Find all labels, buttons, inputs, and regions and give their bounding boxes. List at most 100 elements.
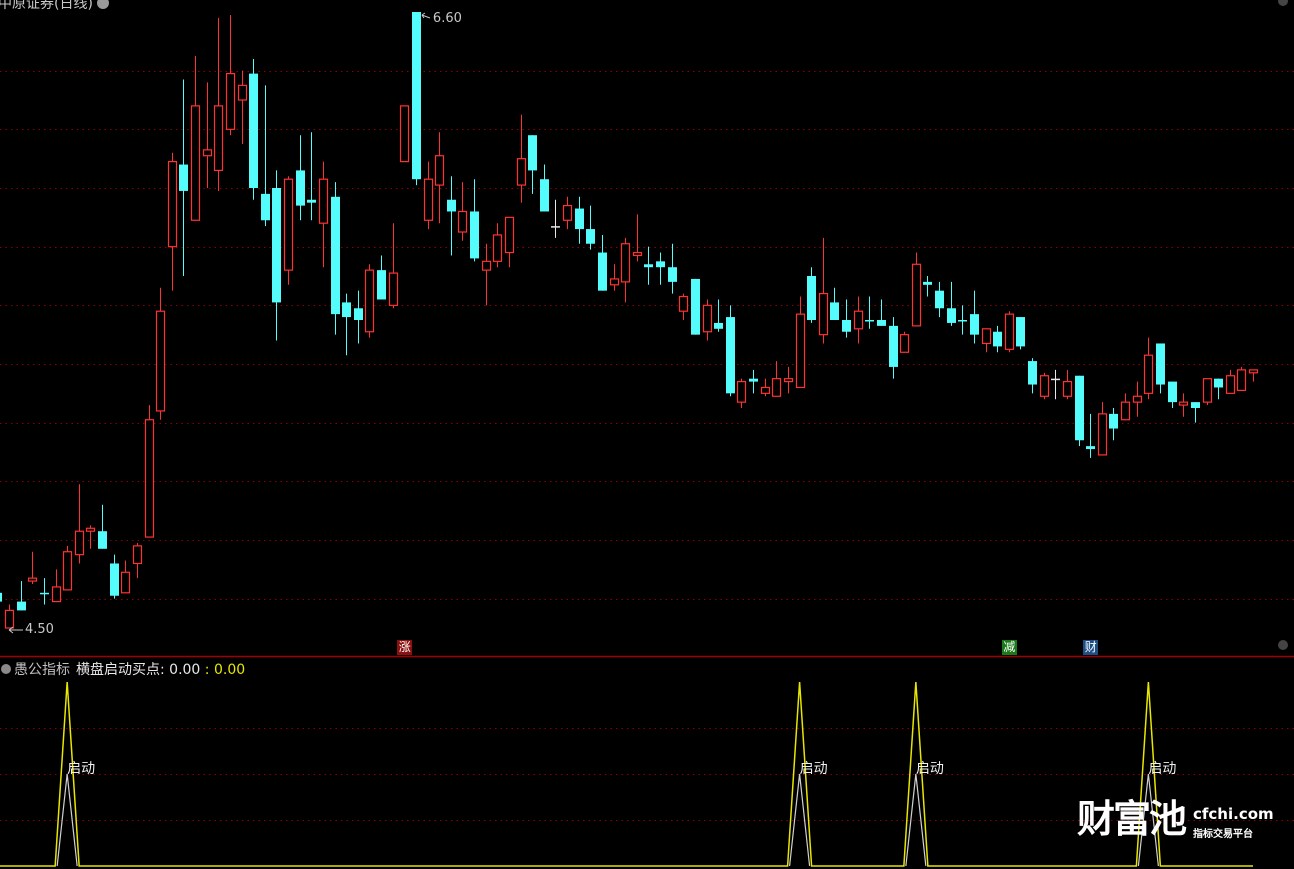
candle — [377, 255, 386, 300]
candle — [27, 551, 38, 585]
candle — [551, 199, 560, 238]
candle-body — [1075, 375, 1084, 441]
signal-line-outer — [0, 681, 1254, 867]
candle — [40, 578, 49, 605]
candle — [1248, 369, 1259, 382]
candle-body — [27, 577, 38, 582]
candle-body — [481, 260, 492, 271]
candle — [331, 182, 340, 335]
panel-menu-icon[interactable] — [1278, 0, 1288, 6]
candle-body — [656, 261, 665, 268]
high-arrow-icon — [421, 12, 431, 19]
candle-body — [98, 531, 107, 549]
candle — [399, 105, 410, 163]
candle-body — [0, 592, 2, 602]
candle — [714, 299, 723, 332]
candle — [632, 214, 643, 262]
candle-body — [307, 199, 316, 203]
candle — [423, 161, 434, 230]
candle — [364, 264, 375, 338]
candle-body — [540, 179, 549, 212]
watermark-logo: 财富池 cfchi.com 指标交易平台 — [1077, 797, 1274, 841]
candle — [993, 325, 1002, 353]
candle-body — [644, 264, 653, 268]
candle-body — [283, 178, 294, 271]
candle — [598, 234, 607, 291]
high-price-label: 6.60 — [432, 11, 462, 26]
candle — [98, 504, 107, 549]
event-marker[interactable]: 涨 — [397, 640, 413, 655]
candle-body — [213, 105, 224, 172]
candle-body — [1120, 401, 1131, 421]
candle-body — [202, 149, 213, 157]
candle — [155, 287, 166, 420]
candle — [1178, 393, 1189, 417]
candle — [62, 545, 73, 591]
candle-body — [342, 302, 351, 318]
indicator-name[interactable]: 愚公指标 — [14, 662, 70, 678]
settings-icon[interactable] — [96, 0, 109, 9]
candle-body — [74, 530, 85, 556]
candle — [783, 366, 794, 394]
candle-body — [399, 105, 410, 163]
candle — [249, 58, 258, 200]
candle — [1039, 372, 1050, 400]
candle-body — [1132, 395, 1143, 403]
candle-body — [551, 226, 560, 228]
candle-body — [1016, 317, 1025, 347]
signal-label: 启动 — [1148, 761, 1177, 777]
candle-body — [1086, 446, 1095, 450]
candle — [447, 176, 456, 256]
candle — [132, 542, 143, 579]
candle-body — [516, 158, 527, 186]
candle-body — [331, 196, 340, 315]
candle-body — [702, 304, 713, 333]
candle-body — [4, 609, 15, 629]
indicator-menu-icon[interactable] — [1278, 640, 1288, 650]
watermark-url: cfchi.com — [1193, 805, 1274, 823]
indicator-value-2: : 0.00 — [204, 662, 246, 678]
candle — [540, 164, 549, 212]
candle-body — [993, 331, 1002, 347]
event-marker[interactable]: 减 — [1001, 640, 1017, 655]
candle — [807, 267, 816, 323]
candle — [213, 17, 224, 191]
candle-body — [167, 161, 178, 248]
candle-body — [935, 290, 944, 309]
candle — [1143, 337, 1154, 400]
signal-line-inner — [788, 773, 811, 867]
candle-body — [1156, 343, 1165, 385]
candle — [74, 484, 85, 564]
candle — [970, 290, 979, 344]
candle-body — [51, 586, 62, 603]
candle — [702, 299, 713, 341]
indicator-lines — [0, 681, 1254, 867]
event-marker[interactable]: 财 — [1083, 640, 1099, 655]
candle-body — [783, 378, 794, 383]
candle-body — [62, 551, 73, 591]
candle — [120, 560, 131, 594]
candle-body — [1214, 378, 1223, 388]
candle-body — [668, 267, 677, 282]
candle — [481, 243, 492, 306]
candle-body — [40, 592, 49, 595]
indicator-toggle-icon[interactable] — [1, 664, 11, 674]
candle — [749, 369, 758, 394]
candle-body — [434, 155, 445, 186]
candle — [225, 14, 236, 136]
candle-body — [691, 278, 700, 335]
candle-body — [504, 216, 515, 254]
candle — [771, 361, 782, 397]
candle — [167, 152, 178, 291]
candle — [795, 296, 806, 389]
candle-body — [225, 73, 236, 130]
price-arrows — [8, 12, 431, 634]
candle — [528, 135, 537, 194]
candle-body — [807, 276, 816, 321]
candle-body — [364, 269, 375, 333]
candle-body — [771, 378, 782, 397]
candle-body — [1028, 361, 1037, 385]
candle-body — [447, 199, 456, 212]
candle-body — [528, 135, 537, 171]
